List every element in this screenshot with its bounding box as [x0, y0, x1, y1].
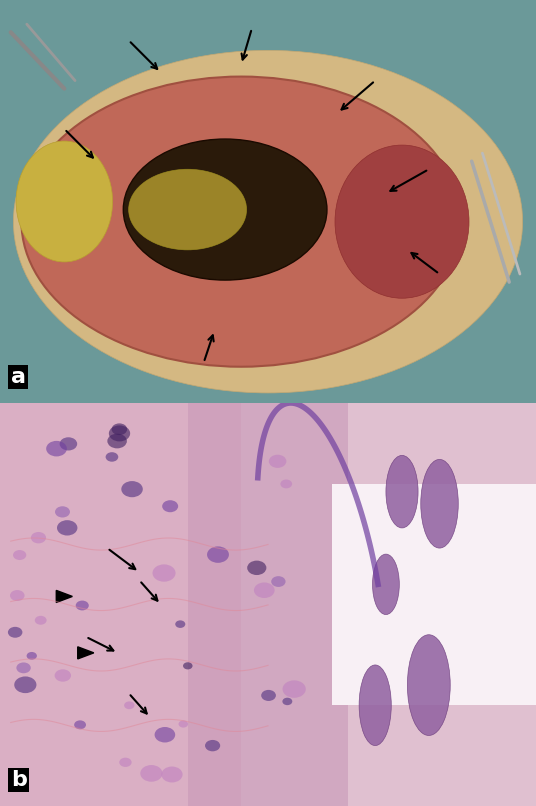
Ellipse shape — [16, 141, 113, 262]
Circle shape — [109, 426, 130, 442]
Circle shape — [74, 721, 86, 729]
Circle shape — [153, 564, 176, 582]
FancyBboxPatch shape — [332, 484, 536, 705]
Ellipse shape — [421, 459, 458, 548]
Circle shape — [183, 663, 192, 670]
Circle shape — [31, 532, 46, 543]
Circle shape — [254, 583, 274, 598]
Circle shape — [269, 455, 286, 468]
Circle shape — [140, 765, 162, 782]
Circle shape — [76, 600, 89, 610]
Ellipse shape — [129, 169, 247, 250]
Circle shape — [13, 550, 26, 560]
Circle shape — [55, 669, 71, 682]
Circle shape — [59, 438, 77, 451]
Text: a: a — [11, 367, 26, 387]
Polygon shape — [78, 646, 94, 659]
Circle shape — [282, 698, 292, 705]
Text: b: b — [11, 770, 27, 790]
Circle shape — [205, 740, 220, 751]
Circle shape — [57, 520, 77, 535]
Ellipse shape — [373, 555, 399, 614]
Circle shape — [10, 590, 25, 601]
Circle shape — [207, 546, 229, 563]
Circle shape — [14, 676, 36, 693]
Ellipse shape — [21, 77, 461, 367]
Circle shape — [8, 627, 23, 638]
Circle shape — [280, 480, 292, 488]
Ellipse shape — [359, 665, 391, 746]
Circle shape — [27, 652, 37, 660]
Circle shape — [247, 561, 266, 575]
Polygon shape — [56, 590, 72, 603]
Circle shape — [17, 663, 31, 673]
Circle shape — [175, 621, 185, 628]
Circle shape — [121, 481, 143, 497]
Circle shape — [119, 758, 132, 767]
Circle shape — [161, 767, 183, 783]
FancyBboxPatch shape — [188, 403, 348, 806]
Circle shape — [178, 721, 188, 728]
Ellipse shape — [13, 50, 523, 393]
Circle shape — [106, 452, 118, 462]
Circle shape — [35, 616, 47, 625]
Circle shape — [154, 727, 175, 742]
Ellipse shape — [407, 635, 450, 735]
Circle shape — [271, 576, 286, 587]
Ellipse shape — [123, 139, 327, 280]
Circle shape — [124, 701, 135, 709]
Circle shape — [261, 690, 276, 701]
Ellipse shape — [335, 145, 469, 298]
FancyBboxPatch shape — [0, 403, 241, 806]
Circle shape — [282, 680, 306, 698]
Circle shape — [55, 506, 70, 517]
FancyBboxPatch shape — [0, 0, 536, 403]
Ellipse shape — [386, 455, 418, 528]
Circle shape — [46, 441, 67, 456]
Circle shape — [111, 423, 127, 435]
Circle shape — [162, 501, 178, 513]
FancyBboxPatch shape — [0, 403, 536, 806]
Circle shape — [107, 434, 127, 448]
